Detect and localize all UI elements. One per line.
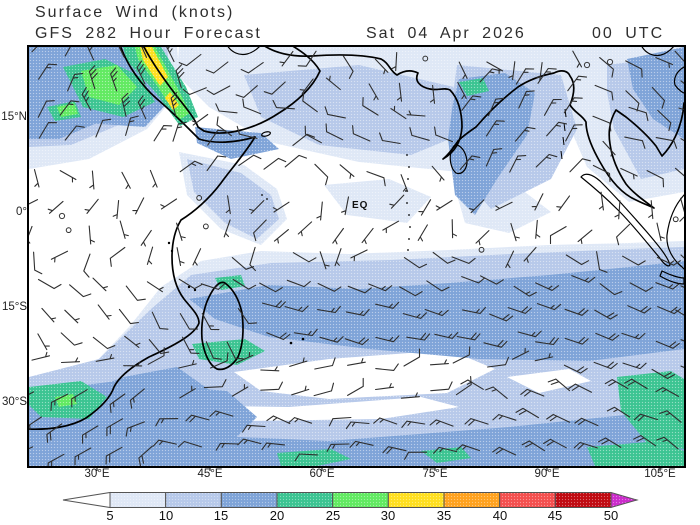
legend-under-arrow (62, 491, 111, 509)
small-islands (167, 194, 305, 345)
legend-bar (62, 491, 639, 509)
borneo-coastline (666, 194, 684, 270)
legend-label: 25 (325, 508, 341, 523)
legend-label: 40 (492, 508, 508, 523)
y-axis-label: 30°S (1, 396, 27, 408)
x-axis-label: 90°E (534, 468, 560, 480)
y-axis-label: 15°N (1, 111, 27, 123)
valid-time: 00 UTC (592, 25, 665, 42)
legend-segment (554, 492, 612, 508)
map-frame (27, 45, 686, 468)
axis-ticks (27, 116, 661, 471)
legend-segment (109, 492, 167, 508)
legend-segment (387, 492, 445, 508)
model-forecast-line: GFS 282 Hour Forecast (35, 25, 262, 42)
legend-label: 20 (269, 508, 285, 523)
valid-date: Sat 04 Apr 2026 (366, 25, 526, 42)
indochina-north-coastline (641, 47, 675, 57)
legend-label: 45 (547, 508, 563, 523)
x-axis-label: 45°E (197, 468, 223, 480)
y-axis-label: 15°S (1, 301, 27, 313)
wind-speed-legend: 5 10 15 20 25 30 35 40 45 50 (0, 480, 700, 525)
wind-barb-layer (29, 47, 684, 466)
legend-segment (220, 492, 278, 508)
legend-label: 15 (213, 508, 229, 523)
andaman-nicobar-islands (560, 108, 567, 160)
legend-over-arrow (610, 491, 639, 509)
africa-coastline (29, 47, 256, 431)
sri-lanka-coastline (449, 144, 468, 175)
legend-segment (276, 492, 334, 508)
legend-segment (332, 492, 389, 508)
legend-label: 50 (603, 508, 619, 523)
x-axis-label: 30°E (84, 468, 110, 480)
legend-label: 30 (380, 508, 396, 523)
wind-shading-layer (29, 47, 684, 466)
legend-segment (165, 492, 222, 508)
arabia-coastline (143, 47, 321, 134)
india-seasia-coastline (264, 47, 684, 209)
maldives-island-chain (405, 154, 411, 251)
legend-segment (499, 492, 556, 508)
java-coastline (659, 270, 684, 285)
map-title: Surface Wind (knots) (35, 4, 235, 21)
x-axis-label: 105°E (644, 468, 676, 480)
forecast-map: EQ (27, 45, 686, 472)
equator-label: EQ (352, 200, 369, 211)
map-canvas (27, 45, 686, 471)
legend-label: 35 (436, 508, 452, 523)
legend-label: 5 (106, 508, 114, 523)
x-axis-label: 60°E (309, 468, 335, 480)
legend-label: 10 (158, 508, 174, 523)
gulf-of-tonkin-coastline (673, 66, 684, 94)
persian-gulf-coastline (227, 47, 260, 56)
socotra-island (261, 131, 271, 137)
legend-segment (443, 492, 501, 508)
coastline-layer (29, 47, 684, 431)
x-axis-label: 75°E (422, 468, 448, 480)
y-axis-label: 0° (16, 206, 27, 218)
